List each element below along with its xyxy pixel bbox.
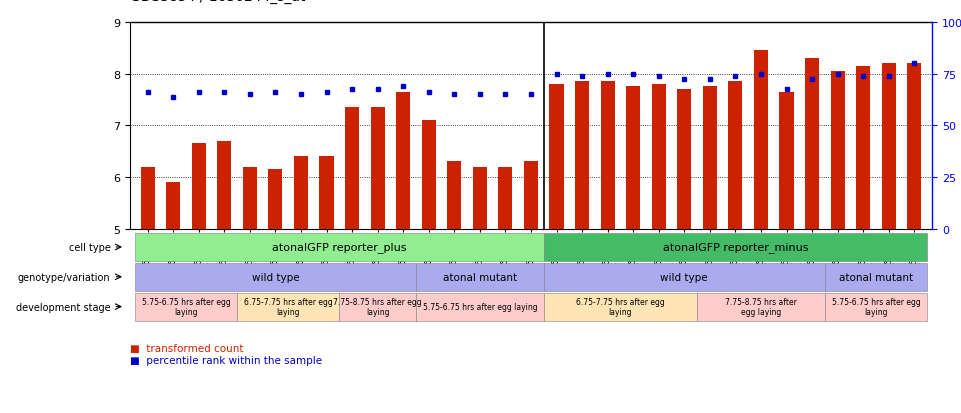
Bar (830, 72, 845, 229)
Bar (652, 85, 666, 229)
Text: ■  percentile rank within the sample: ■ percentile rank within the sample (130, 355, 322, 365)
Bar (754, 51, 768, 229)
Bar (268, 170, 283, 229)
Text: 6.75-7.75 hrs after egg
laying: 6.75-7.75 hrs after egg laying (576, 297, 665, 316)
Text: atonalGFP reporter_plus: atonalGFP reporter_plus (272, 242, 407, 253)
Text: wild type: wild type (252, 272, 299, 282)
Bar (779, 93, 794, 229)
Bar (345, 108, 359, 229)
Bar (856, 66, 871, 229)
Bar (601, 82, 615, 229)
Bar (422, 121, 435, 229)
Bar (805, 59, 819, 229)
Bar (319, 157, 333, 229)
Bar (728, 82, 743, 229)
Bar (217, 141, 232, 229)
Bar (550, 85, 563, 229)
Text: wild type: wild type (660, 272, 708, 282)
Text: genotype/variation: genotype/variation (18, 272, 111, 282)
Bar (191, 144, 206, 229)
Bar (166, 183, 181, 229)
Text: atonalGFP reporter_minus: atonalGFP reporter_minus (663, 242, 808, 253)
Bar (575, 82, 589, 229)
Bar (627, 87, 640, 229)
Bar (371, 108, 384, 229)
Text: 5.75-6.75 hrs after egg laying: 5.75-6.75 hrs after egg laying (423, 302, 537, 311)
Text: 6.75-7.75 hrs after egg
laying: 6.75-7.75 hrs after egg laying (244, 297, 333, 316)
Bar (499, 167, 512, 229)
Text: atonal mutant: atonal mutant (839, 272, 913, 282)
Bar (702, 87, 717, 229)
Bar (243, 167, 257, 229)
Text: development stage: development stage (16, 302, 111, 312)
Text: cell type: cell type (68, 242, 111, 252)
Bar (396, 93, 410, 229)
Bar (907, 64, 922, 229)
Text: 7.75-8.75 hrs after egg
laying: 7.75-8.75 hrs after egg laying (333, 297, 422, 316)
Bar (447, 162, 461, 229)
Text: GDS3854 / 1630244_s_at: GDS3854 / 1630244_s_at (130, 0, 306, 4)
Bar (524, 162, 538, 229)
Bar (473, 167, 487, 229)
Text: 5.75-6.75 hrs after egg
laying: 5.75-6.75 hrs after egg laying (141, 297, 231, 316)
Bar (881, 64, 896, 229)
Bar (140, 167, 155, 229)
Text: 7.75-8.75 hrs after
egg laying: 7.75-8.75 hrs after egg laying (725, 297, 797, 316)
Text: ■  transformed count: ■ transformed count (130, 343, 243, 353)
Text: 5.75-6.75 hrs after egg
laying: 5.75-6.75 hrs after egg laying (831, 297, 921, 316)
Bar (678, 90, 691, 229)
Bar (294, 157, 308, 229)
Text: atonal mutant: atonal mutant (443, 272, 517, 282)
